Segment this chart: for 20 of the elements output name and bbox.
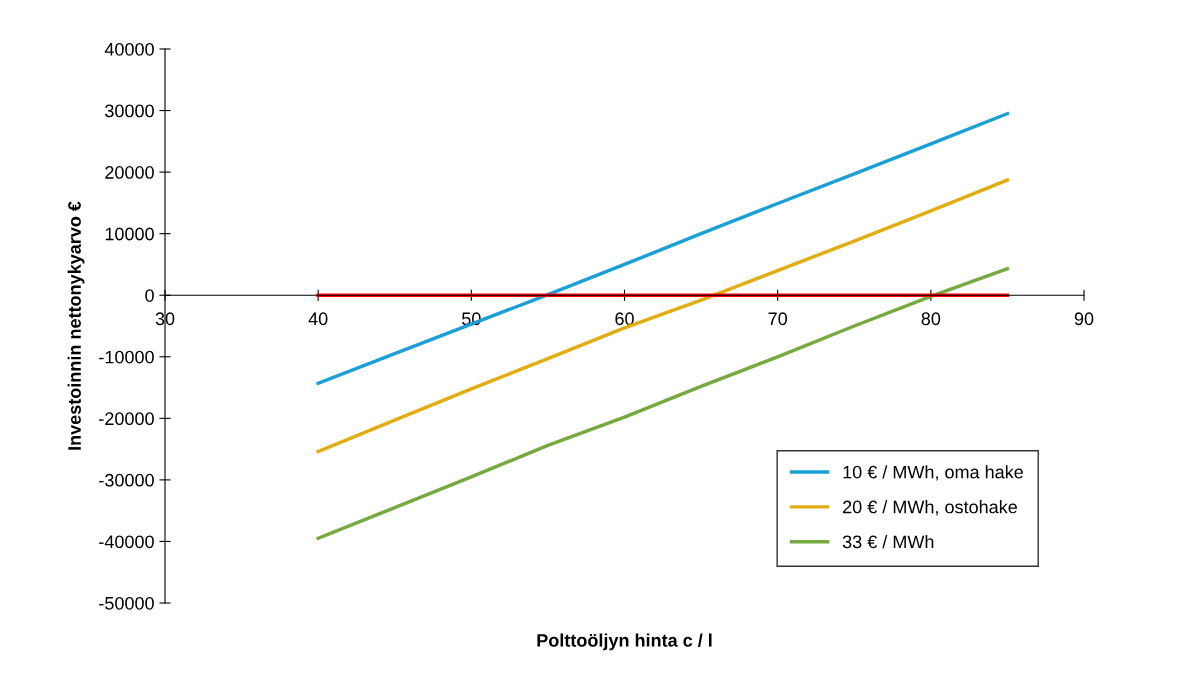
y-tick-label: -20000 [99, 412, 154, 426]
y-tick-label: 30000 [105, 104, 154, 118]
y-tick-label: 10000 [105, 227, 154, 241]
y-tick-label: 40000 [104, 42, 154, 56]
y-tick-label: 0 [145, 289, 154, 302]
x-tick-label: 40 [308, 312, 328, 326]
x-tick-label: 80 [921, 312, 941, 326]
y-tick-label: -40000 [99, 535, 154, 549]
legend-label: 20 € / MWh, ostohake [843, 500, 1017, 516]
y-tick-label: -30000 [99, 473, 154, 487]
x-tick-label: 90 [1074, 312, 1094, 326]
y-tick-label: 20000 [105, 166, 154, 179]
y-axis-title: Investoinnin nettonykyarvo € [67, 201, 85, 450]
x-tick-label: 60 [615, 312, 634, 326]
legend-label: 10 € / MWh, oma hake [843, 465, 1023, 481]
legend-label: 33 € / MWh [842, 535, 934, 549]
x-tick-label: 70 [768, 312, 787, 326]
x-axis-title: Polttoöljyn hinta c / l [537, 633, 712, 651]
y-tick-label: -10000 [99, 350, 154, 364]
y-tick-label: -50000 [99, 596, 154, 610]
